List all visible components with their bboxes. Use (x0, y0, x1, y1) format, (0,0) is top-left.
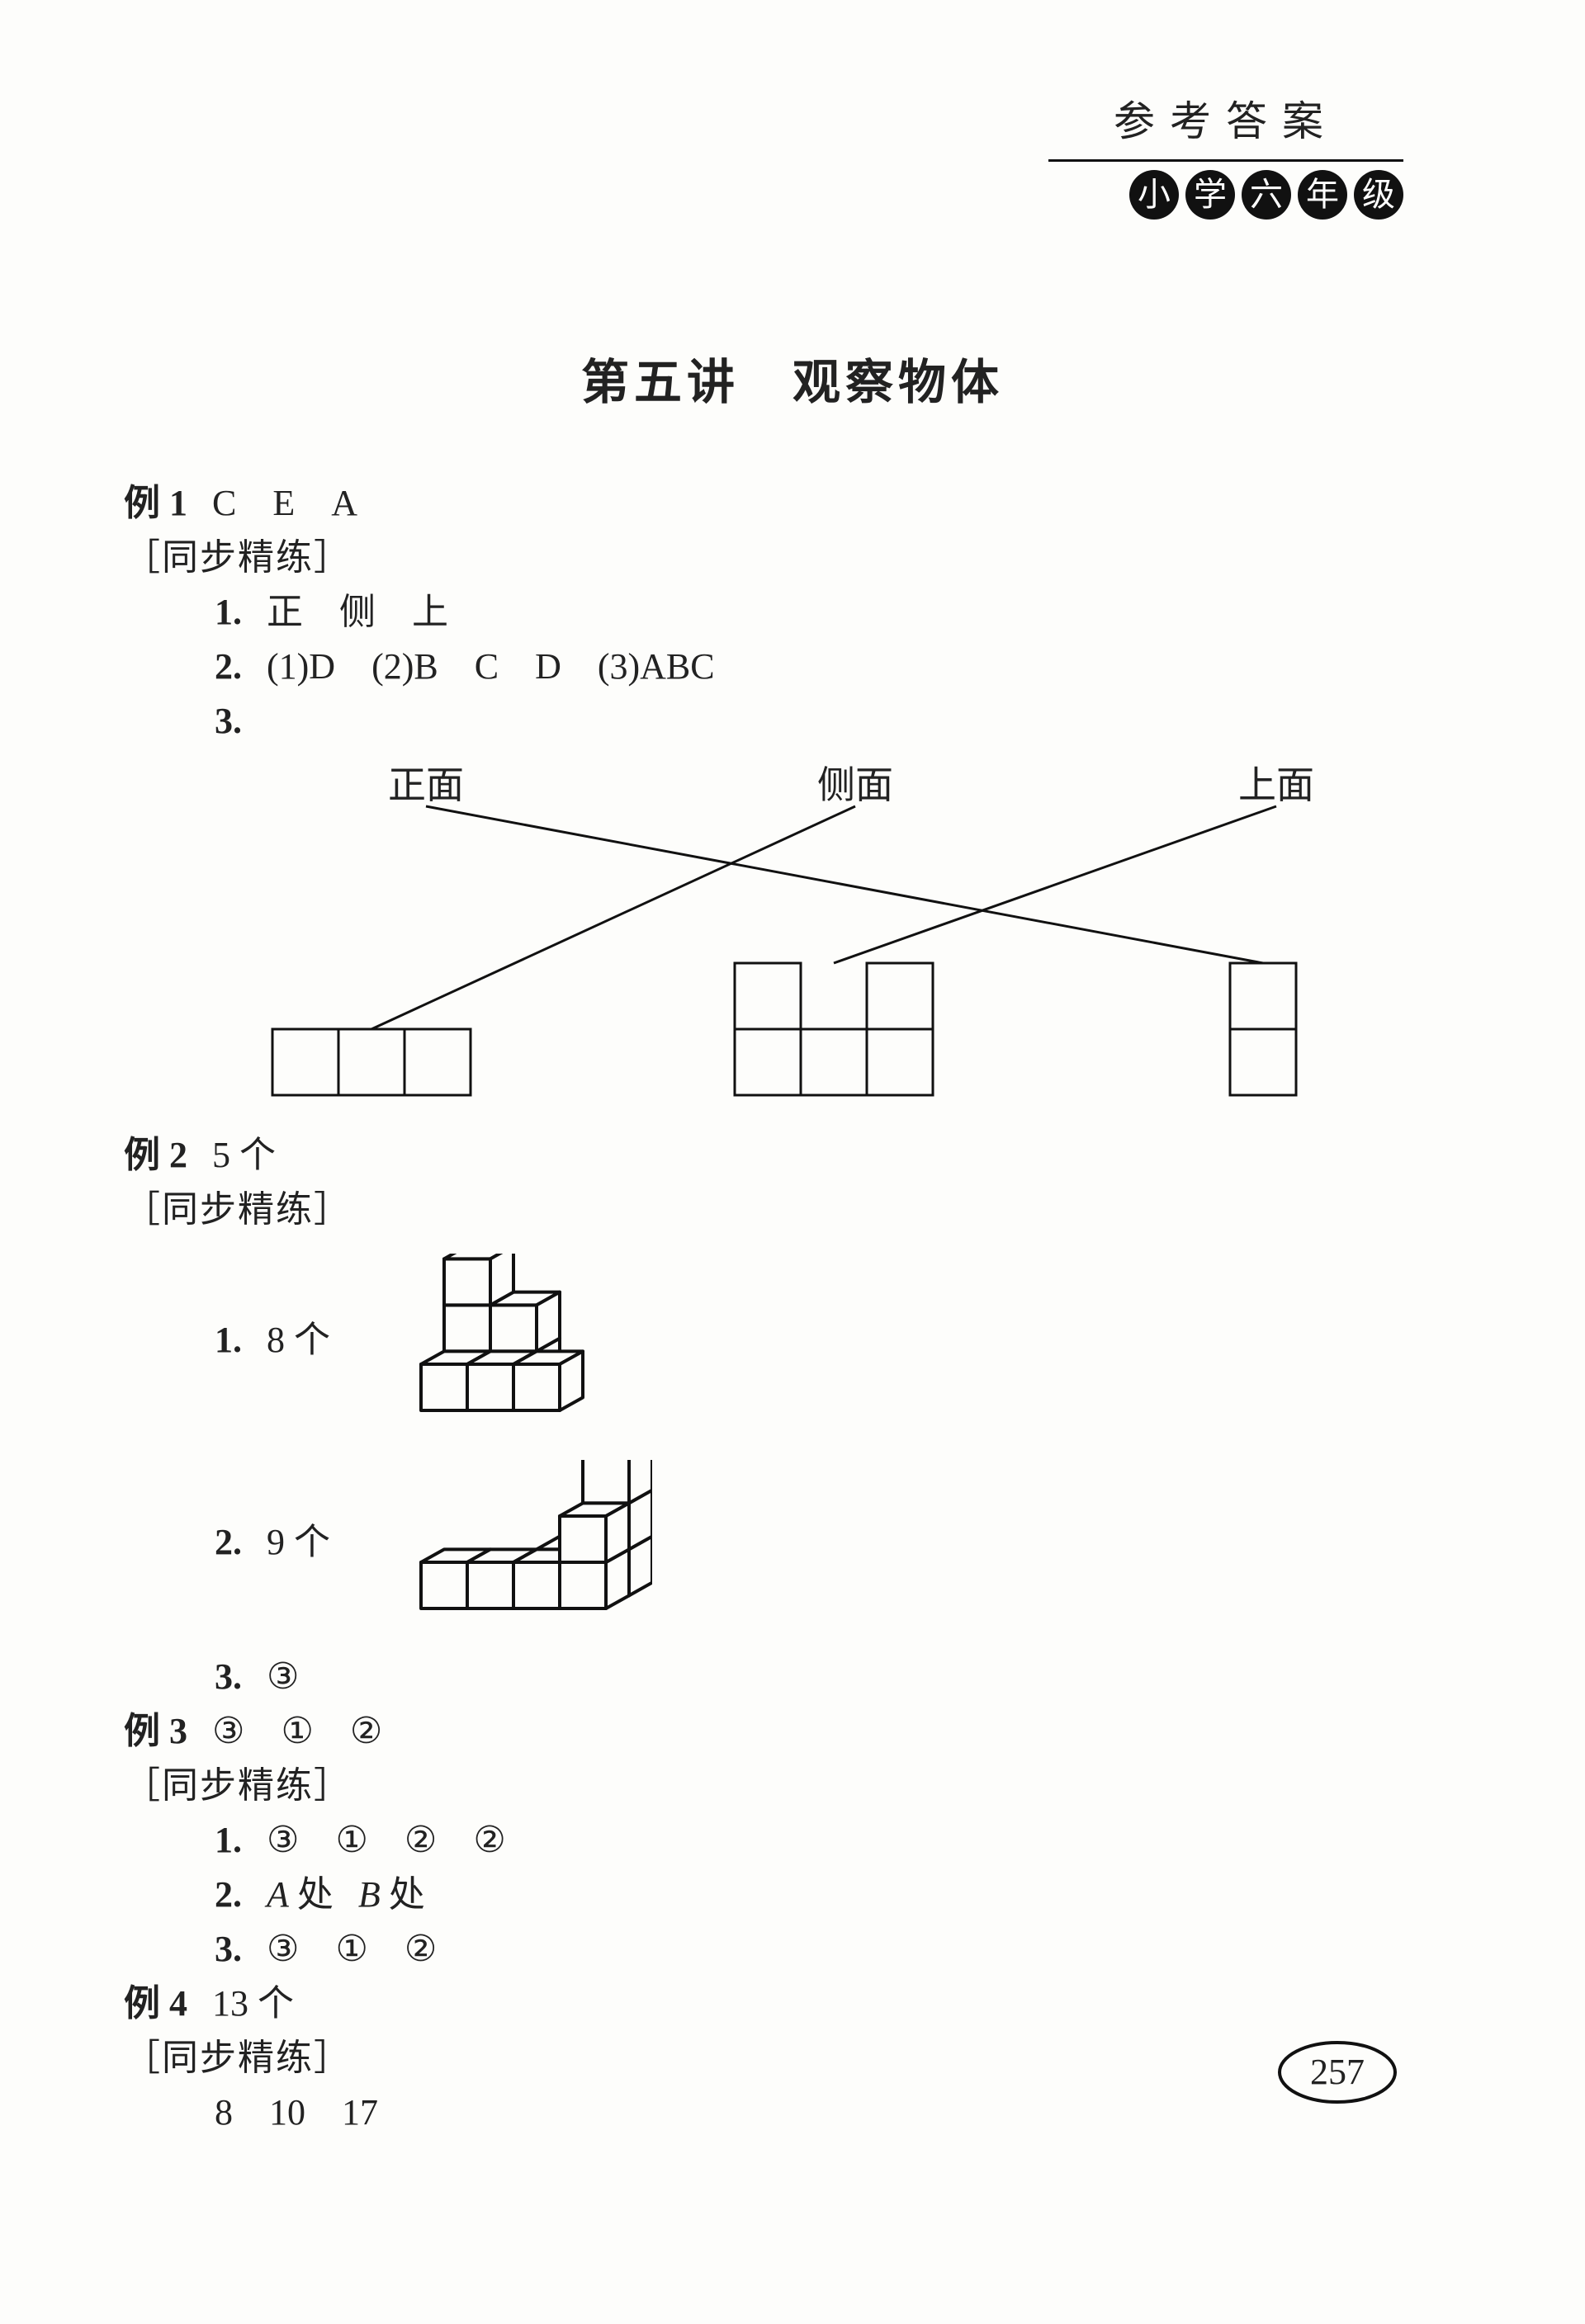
q3-1: 1. ③ ① ② ② (124, 1813, 1461, 1868)
item-number: 1. (215, 1313, 242, 1367)
badge: 学 (1185, 170, 1235, 220)
example-label: 例 2 (124, 1128, 187, 1183)
q1-1: 1. 正 侧 上 (124, 585, 1461, 640)
item-number: 2. (215, 1868, 242, 1922)
item-number: 2. (215, 640, 242, 694)
example-answer: 13 个 (212, 1977, 294, 2031)
page: 参考答案 小 学 六 年 级 第五讲 观察物体 例 1 C E A ［同步精练］… (0, 0, 1585, 2324)
q2-2: 2. 9 个 (124, 1460, 1461, 1625)
example-label: 例 3 (124, 1704, 187, 1759)
badge: 年 (1298, 170, 1347, 220)
item-number: 1. (215, 1813, 242, 1868)
q3-3: 3. ③ ① ② (124, 1922, 1461, 1977)
example-answer: C E A (212, 476, 357, 531)
header-rule (1048, 159, 1403, 162)
item-answer: 正 侧 上 (267, 585, 448, 640)
grade-badges: 小 学 六 年 级 (1048, 170, 1403, 220)
q3-svg (173, 757, 1428, 1103)
example-1: 例 1 C E A (124, 476, 1461, 531)
cube-figure-2 (388, 1460, 652, 1625)
sync-heading: ［同步精练］ (124, 531, 1461, 585)
item-number: 3. (215, 1650, 242, 1704)
item-answer: ③ (267, 1650, 299, 1704)
example-label: 例 1 (124, 476, 187, 531)
cube-figure-1 (388, 1254, 636, 1427)
item-number: 2. (215, 1515, 242, 1570)
item-answer: 8 个 (267, 1313, 330, 1367)
item-answer: 9 个 (267, 1515, 330, 1570)
badge: 小 (1129, 170, 1179, 220)
q2-3: 3. ③ (124, 1650, 1461, 1704)
example-2: 例 2 5 个 (124, 1128, 1461, 1183)
badge: 级 (1354, 170, 1403, 220)
q2-1: 1. 8 个 (124, 1254, 1461, 1427)
q4-1: 8 10 17 (124, 2085, 1461, 2140)
example-3: 例 3 ③ ① ② (124, 1704, 1461, 1759)
q1-2: 2. (1)D (2)B C D (3)ABC (124, 640, 1461, 694)
item-number: 3. (215, 694, 242, 749)
answer-part: A (267, 1868, 289, 1922)
answer-part: 处 (297, 1868, 334, 1922)
item-answer: 8 10 17 (215, 2085, 378, 2140)
badge: 六 (1242, 170, 1291, 220)
item-answer: ③ ① ② ② (267, 1813, 506, 1868)
page-header: 参考答案 小 学 六 年 级 (1048, 91, 1403, 220)
example-label: 例 4 (124, 1977, 187, 2031)
example-answer: ③ ① ② (212, 1704, 382, 1759)
item-number: 1. (215, 585, 242, 640)
page-number: 257 (1271, 2035, 1403, 2109)
q3-2: 2. A 处 B 处 (124, 1868, 1461, 1922)
answer-part: 处 (389, 1868, 425, 1922)
item-answer: ③ ① ② (267, 1922, 437, 1977)
q3-diagram: 正面 侧面 上面 (173, 757, 1428, 1103)
sync-heading: ［同步精练］ (124, 2031, 1461, 2085)
example-4: 例 4 13 个 (124, 1977, 1461, 2031)
header-title: 参考答案 (1048, 91, 1403, 158)
item-answer: (1)D (2)B C D (3)ABC (267, 640, 715, 694)
sync-heading: ［同步精练］ (124, 1759, 1461, 1813)
item-number: 3. (215, 1922, 242, 1977)
answer-part: B (358, 1868, 381, 1922)
q1-3: 3. (124, 694, 1461, 749)
sync-heading: ［同步精练］ (124, 1183, 1461, 1237)
chapter-title: 第五讲 观察物体 (124, 347, 1461, 418)
page-number-text: 257 (1271, 2035, 1403, 2109)
example-answer: 5 个 (212, 1128, 276, 1183)
